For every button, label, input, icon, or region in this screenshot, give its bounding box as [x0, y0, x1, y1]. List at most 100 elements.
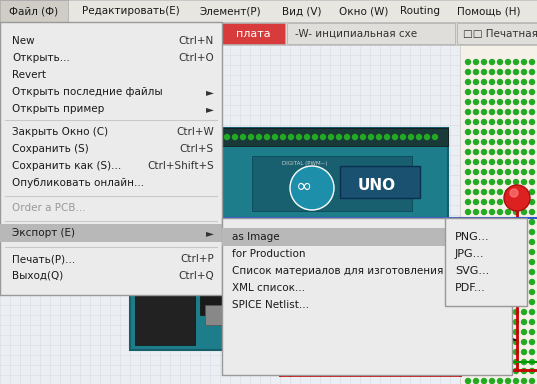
Circle shape	[529, 149, 534, 154]
Circle shape	[378, 333, 382, 339]
Circle shape	[497, 319, 503, 324]
Circle shape	[482, 300, 487, 305]
Circle shape	[529, 189, 534, 195]
Circle shape	[529, 290, 534, 295]
Circle shape	[497, 369, 503, 374]
Circle shape	[466, 169, 470, 174]
Circle shape	[521, 339, 526, 344]
Text: Список материалов для изготовления (В)...: Список материалов для изготовления (В)..…	[232, 266, 472, 276]
Circle shape	[529, 379, 534, 384]
Circle shape	[490, 349, 495, 354]
Circle shape	[474, 300, 478, 305]
Circle shape	[505, 119, 511, 124]
Circle shape	[521, 189, 526, 195]
Circle shape	[490, 159, 495, 164]
Circle shape	[529, 79, 534, 84]
Circle shape	[497, 200, 503, 205]
Circle shape	[290, 166, 334, 210]
Text: PDF...: PDF...	[455, 283, 486, 293]
Circle shape	[521, 159, 526, 164]
Circle shape	[505, 280, 511, 285]
Circle shape	[521, 169, 526, 174]
Circle shape	[505, 329, 511, 334]
Circle shape	[474, 89, 478, 94]
Bar	[252, 156, 412, 211]
Circle shape	[513, 359, 519, 364]
Circle shape	[490, 329, 495, 334]
Bar	[200, 285, 230, 315]
Circle shape	[521, 329, 526, 334]
Circle shape	[497, 109, 503, 114]
Circle shape	[529, 310, 534, 314]
Circle shape	[513, 189, 519, 195]
Text: Revert: Revert	[12, 70, 46, 80]
Circle shape	[529, 99, 534, 104]
Circle shape	[497, 210, 503, 215]
Circle shape	[474, 349, 478, 354]
Circle shape	[490, 359, 495, 364]
Circle shape	[529, 89, 534, 94]
Circle shape	[497, 379, 503, 384]
Bar	[222, 128, 448, 221]
Circle shape	[441, 333, 446, 339]
Circle shape	[490, 89, 495, 94]
Circle shape	[513, 300, 519, 305]
Circle shape	[513, 169, 519, 174]
Circle shape	[474, 310, 478, 314]
Circle shape	[497, 70, 503, 74]
Circle shape	[521, 89, 526, 94]
Circle shape	[313, 134, 317, 139]
Circle shape	[497, 270, 503, 275]
Circle shape	[529, 349, 534, 354]
Circle shape	[482, 310, 487, 314]
Circle shape	[505, 230, 511, 235]
Circle shape	[505, 99, 511, 104]
Circle shape	[352, 134, 358, 139]
Circle shape	[425, 134, 430, 139]
Circle shape	[521, 129, 526, 134]
Circle shape	[529, 240, 534, 245]
Circle shape	[490, 70, 495, 74]
Text: Ctrl+Q: Ctrl+Q	[178, 271, 214, 281]
Circle shape	[474, 60, 478, 65]
Text: Открыть последние файлы: Открыть последние файлы	[12, 87, 163, 97]
Circle shape	[497, 310, 503, 314]
Circle shape	[490, 99, 495, 104]
Circle shape	[474, 210, 478, 215]
Circle shape	[497, 240, 503, 245]
Circle shape	[466, 349, 470, 354]
Text: Ctrl+W: Ctrl+W	[176, 127, 214, 137]
Text: Ctrl+S: Ctrl+S	[180, 144, 214, 154]
Circle shape	[513, 260, 519, 265]
Bar	[295, 330, 455, 342]
Circle shape	[296, 134, 301, 139]
Bar	[222, 228, 512, 246]
Circle shape	[466, 270, 470, 275]
Circle shape	[337, 134, 342, 139]
Circle shape	[369, 333, 374, 339]
Text: □□ Печатная плата: □□ Печатная плата	[463, 29, 537, 39]
Circle shape	[321, 134, 325, 139]
Text: Сохранить (S): Сохранить (S)	[12, 144, 89, 154]
Circle shape	[490, 179, 495, 184]
Text: Экспорт (Е): Экспорт (Е)	[12, 228, 75, 238]
Circle shape	[466, 319, 470, 324]
Circle shape	[482, 270, 487, 275]
Circle shape	[513, 319, 519, 324]
Circle shape	[529, 210, 534, 215]
Text: Выход(Q): Выход(Q)	[12, 271, 63, 281]
Circle shape	[474, 359, 478, 364]
Circle shape	[466, 359, 470, 364]
Circle shape	[521, 109, 526, 114]
Circle shape	[482, 149, 487, 154]
Circle shape	[482, 329, 487, 334]
Circle shape	[521, 349, 526, 354]
Text: DIGITAL (PWM~): DIGITAL (PWM~)	[282, 161, 328, 166]
Circle shape	[513, 129, 519, 134]
Text: ∞: ∞	[296, 177, 312, 195]
Circle shape	[513, 139, 519, 144]
Circle shape	[466, 329, 470, 334]
Circle shape	[482, 159, 487, 164]
Circle shape	[529, 200, 534, 205]
Circle shape	[482, 290, 487, 295]
